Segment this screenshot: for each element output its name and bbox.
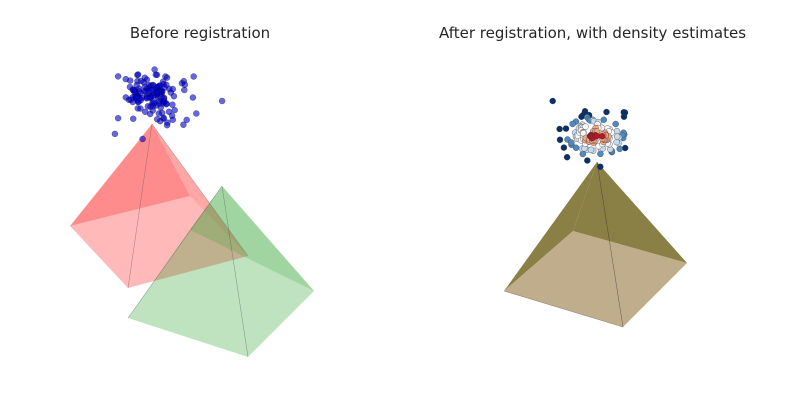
density-point (620, 113, 628, 120)
point (129, 115, 137, 123)
density-point (569, 120, 576, 128)
density-point (560, 144, 568, 151)
green-pyramid-base (128, 230, 314, 357)
density-point (616, 145, 623, 153)
density-point (563, 153, 571, 161)
density-point (582, 123, 589, 130)
red-pyramid-edge (151, 123, 249, 257)
density-point (612, 120, 619, 128)
point (181, 86, 188, 94)
green-pyramid (127, 185, 314, 358)
right-point-cloud (549, 97, 629, 171)
point (180, 121, 187, 129)
right-panel-title: After registration, with density estimat… (438, 24, 747, 42)
left-panel-title: Before registration (129, 24, 271, 42)
point (134, 105, 142, 112)
point (181, 81, 189, 88)
point (163, 74, 171, 81)
point (122, 75, 130, 83)
left-point-cloud (111, 66, 226, 143)
density-point (584, 157, 591, 164)
point (169, 101, 176, 108)
density-point (549, 97, 556, 105)
left-panel (70, 66, 314, 358)
overlap-pyramid-face (573, 162, 687, 263)
point (168, 112, 176, 119)
red-pyramid-face (70, 124, 190, 226)
density-point (556, 136, 564, 144)
point (163, 100, 170, 108)
point (190, 73, 197, 80)
point (153, 89, 161, 96)
point (126, 83, 134, 91)
green-pyramid-edge (221, 185, 249, 358)
red-pyramid (70, 123, 249, 289)
point (111, 130, 119, 138)
green-pyramid-face (190, 186, 314, 291)
density-point (613, 133, 621, 140)
density-point (613, 138, 620, 146)
point (218, 97, 226, 105)
point (147, 87, 154, 94)
density-point (597, 163, 604, 171)
point (158, 109, 166, 117)
point (139, 135, 146, 143)
point (114, 73, 122, 80)
overlap-pyramid-edge (503, 290, 624, 328)
point (141, 108, 149, 116)
point (183, 116, 190, 124)
point (149, 81, 156, 89)
point (134, 77, 141, 85)
point (135, 98, 142, 106)
density-point (593, 132, 601, 140)
point (189, 94, 197, 101)
point (164, 119, 171, 126)
density-point (598, 132, 606, 140)
overlap-pyramid-face (504, 162, 597, 291)
density-point (572, 144, 580, 152)
point (114, 114, 122, 122)
density-point (603, 108, 610, 116)
density-point (600, 116, 608, 124)
point (161, 84, 168, 91)
point (171, 106, 178, 114)
point (130, 88, 138, 96)
density-point (621, 144, 629, 152)
overlap-pyramid (503, 161, 687, 328)
density-point (578, 113, 585, 120)
point (125, 96, 133, 104)
density-point (568, 139, 575, 146)
density-point (587, 146, 595, 154)
density-point (613, 127, 621, 135)
overlap-pyramid-edge (596, 161, 624, 328)
point (147, 94, 155, 101)
red-pyramid-edge (127, 123, 153, 289)
point (153, 115, 161, 123)
green-pyramid-edge (127, 185, 223, 319)
density-point (562, 125, 570, 132)
point (152, 71, 160, 78)
point (134, 71, 142, 78)
density-point (556, 125, 563, 133)
point (169, 85, 177, 93)
overlap-pyramid-base (504, 231, 687, 327)
point (144, 103, 152, 110)
red-pyramid-base (70, 196, 248, 288)
right-panel (503, 97, 687, 328)
point (193, 110, 200, 117)
